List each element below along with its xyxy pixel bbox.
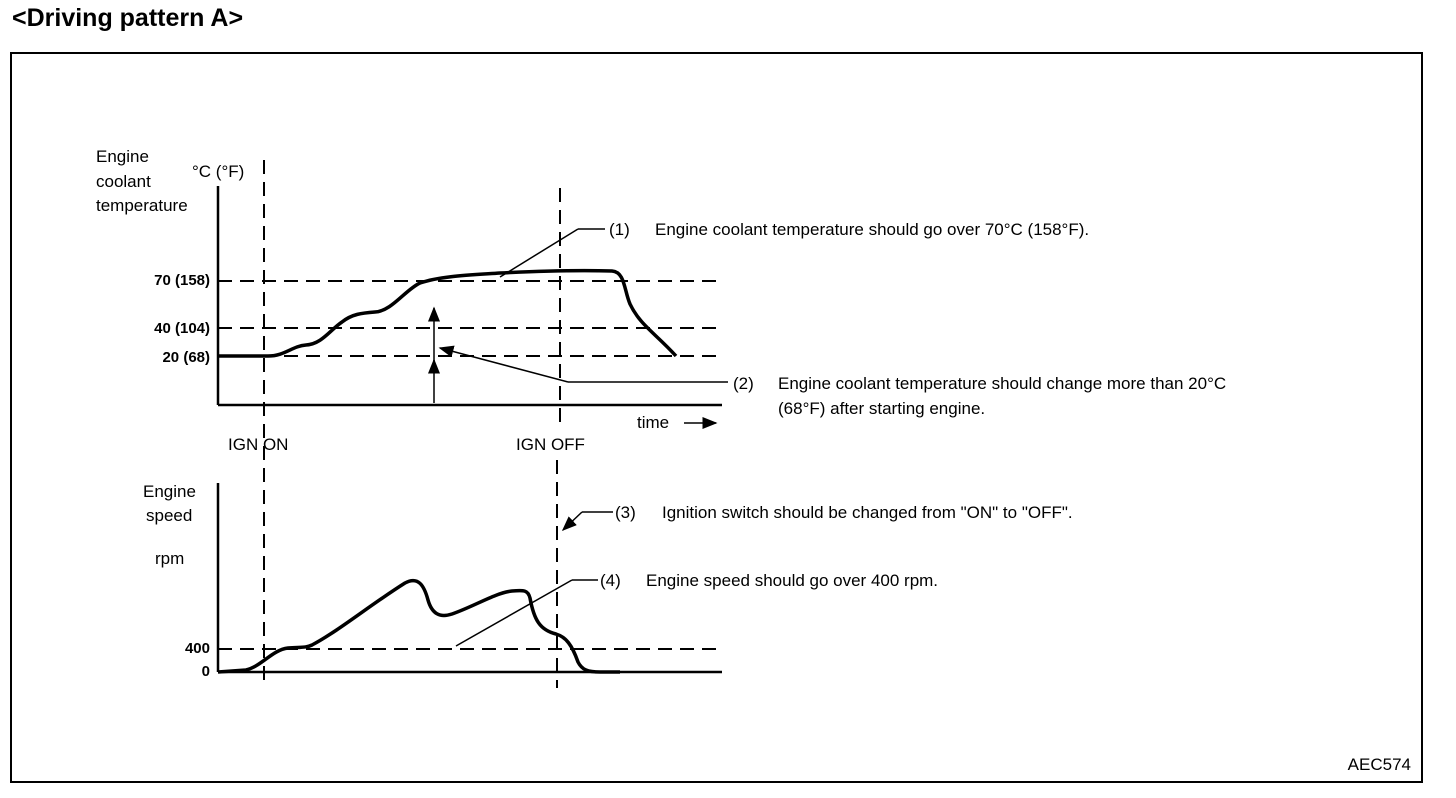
tick-70: 70 (158) — [154, 272, 210, 289]
time-axis-label: time — [637, 413, 669, 432]
tick-0: 0 — [202, 663, 210, 680]
note-4: (4) Engine speed should go over 400 rpm. — [455, 571, 938, 647]
tick-400: 400 — [185, 640, 210, 657]
diagram-frame — [10, 52, 1423, 783]
note-2-pointer — [438, 345, 569, 383]
note-4-number: (4) — [600, 571, 621, 590]
speed-axis-label-line1: Engine — [143, 482, 196, 501]
temp-axis-label-line2: coolant — [96, 172, 151, 191]
tick-20: 20 (68) — [162, 349, 210, 366]
temp-unit-label: °C (°F) — [192, 162, 244, 181]
note-1: (1) Engine coolant temperature should go… — [499, 220, 1089, 278]
temp-axis-label-line3: temperature — [96, 196, 188, 215]
note-1-pointer — [499, 228, 579, 278]
note-2-text-line2: (68°F) after starting engine. — [778, 399, 985, 418]
engine-speed-curve — [217, 578, 620, 674]
ign-on-label: IGN ON — [228, 435, 288, 454]
page-title: <Driving pattern A> — [12, 4, 244, 32]
note-2: (2) Engine coolant temperature should ch… — [438, 345, 1226, 418]
note-3-text: Ignition switch should be changed from "… — [662, 503, 1073, 522]
note-1-text: Engine coolant temperature should go ove… — [655, 220, 1089, 239]
note-3-number: (3) — [615, 503, 636, 522]
note-1-number: (1) — [609, 220, 630, 239]
engine-speed-chart: Engine speed rpm 400 0 — [143, 482, 722, 680]
note-4-text: Engine speed should go over 400 rpm. — [646, 571, 938, 590]
temp-axis-label-line1: Engine — [96, 147, 149, 166]
tick-40: 40 (104) — [154, 320, 210, 337]
note-3: (3) Ignition switch should be changed fr… — [561, 503, 1073, 532]
note-2-number: (2) — [733, 374, 754, 393]
figure-code: AEC574 — [1348, 755, 1411, 774]
coolant-temperature-chart: Engine coolant temperature °C (°F) 70 (1… — [96, 147, 722, 454]
speed-axis-label-line2: speed — [146, 506, 192, 525]
ign-off-label: IGN OFF — [516, 435, 585, 454]
note-2-text-line1: Engine coolant temperature should change… — [778, 374, 1226, 393]
note-4-pointer — [455, 579, 573, 647]
speed-unit-label: rpm — [155, 549, 184, 568]
temperature-curve — [218, 268, 678, 358]
note-3-pointer — [561, 511, 583, 532]
